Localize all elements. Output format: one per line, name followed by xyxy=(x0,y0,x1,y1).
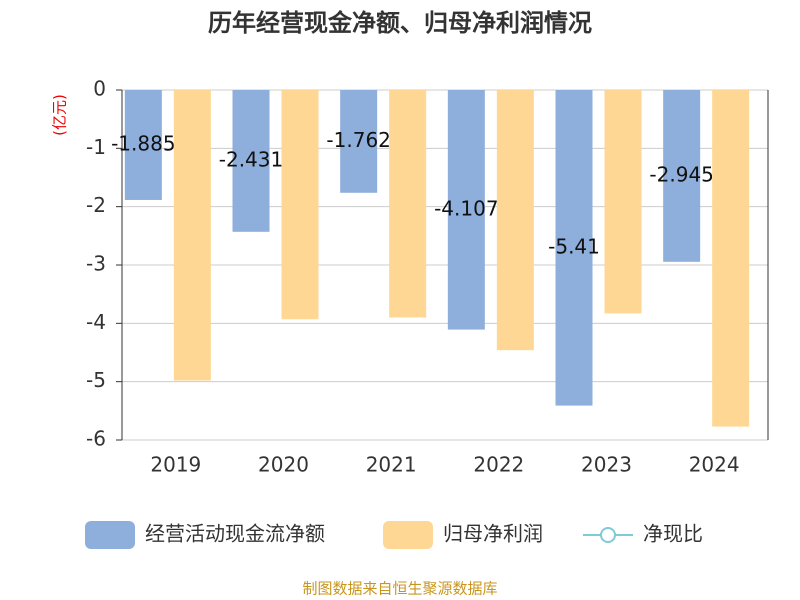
bar xyxy=(604,90,642,314)
bar xyxy=(281,90,319,320)
x-tick-label: 2021 xyxy=(366,453,417,477)
y-tick-label: -1 xyxy=(86,135,106,159)
legend-swatch xyxy=(85,521,135,549)
chart-title: 历年经营现金净额、归母净利润情况 xyxy=(208,9,592,37)
data-label: -1.885 xyxy=(111,131,175,155)
y-tick-label: 0 xyxy=(93,77,106,101)
x-tick-label: 2023 xyxy=(581,453,632,477)
bar xyxy=(447,90,485,330)
x-tick-label: 2020 xyxy=(258,453,309,477)
y-tick-label: -6 xyxy=(86,427,106,451)
bar xyxy=(124,90,162,200)
y-axis-label: (亿元) xyxy=(51,94,69,136)
bar xyxy=(663,90,701,262)
bar xyxy=(496,90,534,351)
legend-swatch xyxy=(383,521,433,549)
y-tick-label: -5 xyxy=(86,368,106,392)
y-tick-label: -4 xyxy=(86,310,106,334)
bar xyxy=(389,90,427,318)
data-label: -5.41 xyxy=(548,234,600,258)
data-label: -4.107 xyxy=(434,196,498,220)
bar xyxy=(340,90,378,193)
x-tick-label: 2022 xyxy=(473,453,524,477)
data-label: -2.431 xyxy=(219,147,283,171)
data-label: -1.762 xyxy=(326,128,390,152)
x-tick-label: 2024 xyxy=(689,453,740,477)
source-note: 制图数据来自恒生聚源数据库 xyxy=(302,580,497,598)
bar xyxy=(712,90,750,427)
bar xyxy=(555,90,593,406)
data-label: -2.945 xyxy=(649,162,713,186)
bar xyxy=(232,90,270,232)
y-tick-label: -2 xyxy=(86,193,106,217)
y-tick-label: -3 xyxy=(86,252,106,276)
legend-label: 归母净利润 xyxy=(443,522,543,546)
legend-label: 经营活动现金流净额 xyxy=(145,522,325,546)
x-tick-label: 2019 xyxy=(150,453,201,477)
legend-label: 净现比 xyxy=(643,522,703,546)
bar xyxy=(173,90,211,381)
legend-marker xyxy=(600,527,616,543)
